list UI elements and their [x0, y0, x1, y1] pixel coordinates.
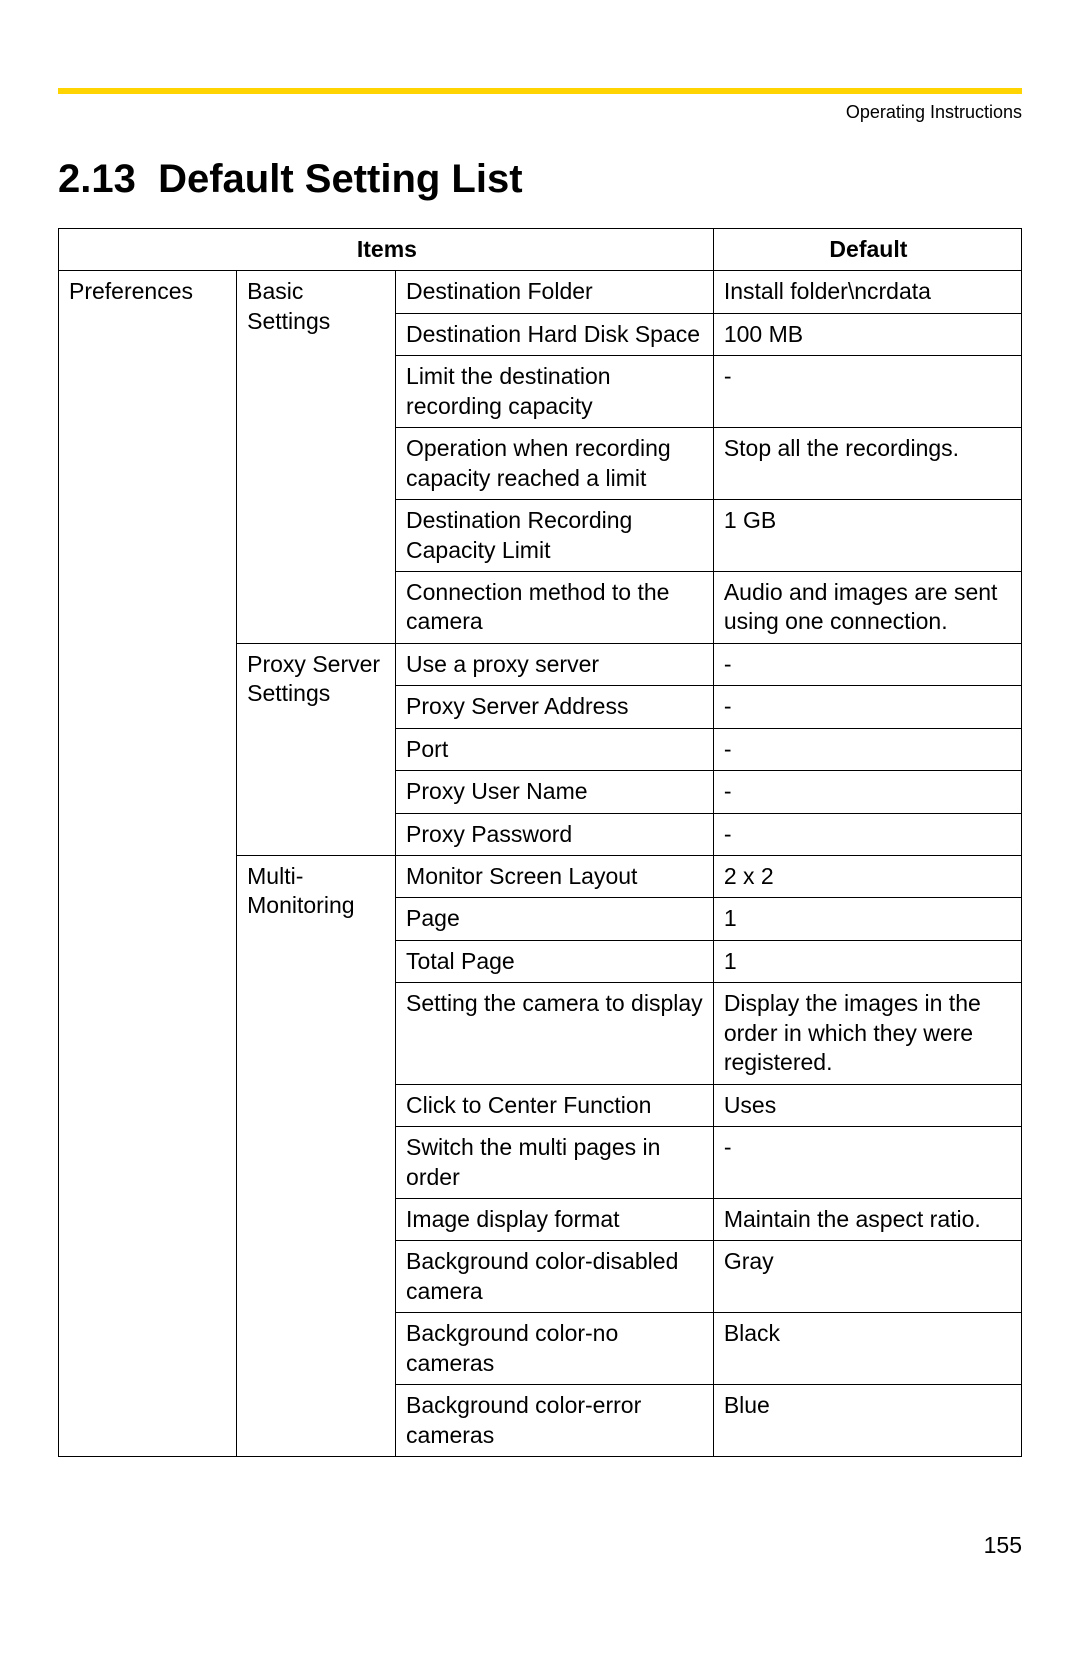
accent-rule [58, 88, 1022, 94]
item-cell: Background color-disabled camera [396, 1241, 714, 1313]
item-cell: Setting the camera to display [396, 983, 714, 1084]
default-cell: - [713, 728, 1021, 770]
item-cell: Switch the multi pages in order [396, 1127, 714, 1199]
item-cell: Click to Center Function [396, 1084, 714, 1126]
default-cell: Install folder\ncrdata [713, 271, 1021, 313]
item-cell: Connection method to the camera [396, 571, 714, 643]
default-cell: Stop all the recordings. [713, 428, 1021, 500]
default-cell: 1 [713, 940, 1021, 982]
default-cell: 1 GB [713, 500, 1021, 572]
item-cell: Use a proxy server [396, 643, 714, 685]
default-cell: 1 [713, 898, 1021, 940]
default-cell: 2 x 2 [713, 856, 1021, 898]
default-cell: 100 MB [713, 313, 1021, 355]
default-cell: Audio and images are sent using one conn… [713, 571, 1021, 643]
subgroup-cell: Proxy Server Settings [237, 643, 396, 855]
item-cell: Destination Folder [396, 271, 714, 313]
default-cell: Display the images in the order in which… [713, 983, 1021, 1084]
document-page: Operating Instructions 2.13 Default Sett… [0, 0, 1080, 1669]
default-cell: - [713, 813, 1021, 855]
default-settings-table: Items Default PreferencesBasic SettingsD… [58, 228, 1022, 1457]
item-cell: Operation when recording capacity reache… [396, 428, 714, 500]
item-cell: Limit the destination recording capacity [396, 356, 714, 428]
item-cell: Image display format [396, 1198, 714, 1240]
item-cell: Destination Recording Capacity Limit [396, 500, 714, 572]
default-cell: - [713, 1127, 1021, 1199]
default-cell: - [713, 356, 1021, 428]
table-row: PreferencesBasic SettingsDestination Fol… [59, 271, 1022, 313]
table-header-row: Items Default [59, 229, 1022, 271]
default-cell: - [713, 771, 1021, 813]
item-cell: Proxy Password [396, 813, 714, 855]
default-cell: Uses [713, 1084, 1021, 1126]
default-cell: - [713, 643, 1021, 685]
default-cell: Maintain the aspect ratio. [713, 1198, 1021, 1240]
item-cell: Proxy Server Address [396, 686, 714, 728]
default-cell: Blue [713, 1385, 1021, 1457]
page-number: 155 [984, 1532, 1022, 1559]
default-cell: - [713, 686, 1021, 728]
subgroup-cell: Basic Settings [237, 271, 396, 643]
item-cell: Background color-no cameras [396, 1313, 714, 1385]
item-cell: Page [396, 898, 714, 940]
item-cell: Background color-error cameras [396, 1385, 714, 1457]
table-body: PreferencesBasic SettingsDestination Fol… [59, 271, 1022, 1457]
item-cell: Proxy User Name [396, 771, 714, 813]
category-cell: Preferences [59, 271, 237, 1457]
table-header-default: Default [713, 229, 1021, 271]
section-title: 2.13 Default Setting List [58, 157, 1022, 202]
item-cell: Destination Hard Disk Space [396, 313, 714, 355]
default-cell: Gray [713, 1241, 1021, 1313]
item-cell: Monitor Screen Layout [396, 856, 714, 898]
subgroup-cell: Multi-Monitoring [237, 856, 396, 1457]
item-cell: Total Page [396, 940, 714, 982]
default-cell: Black [713, 1313, 1021, 1385]
table-header-items: Items [59, 229, 714, 271]
running-head: Operating Instructions [58, 102, 1022, 123]
item-cell: Port [396, 728, 714, 770]
